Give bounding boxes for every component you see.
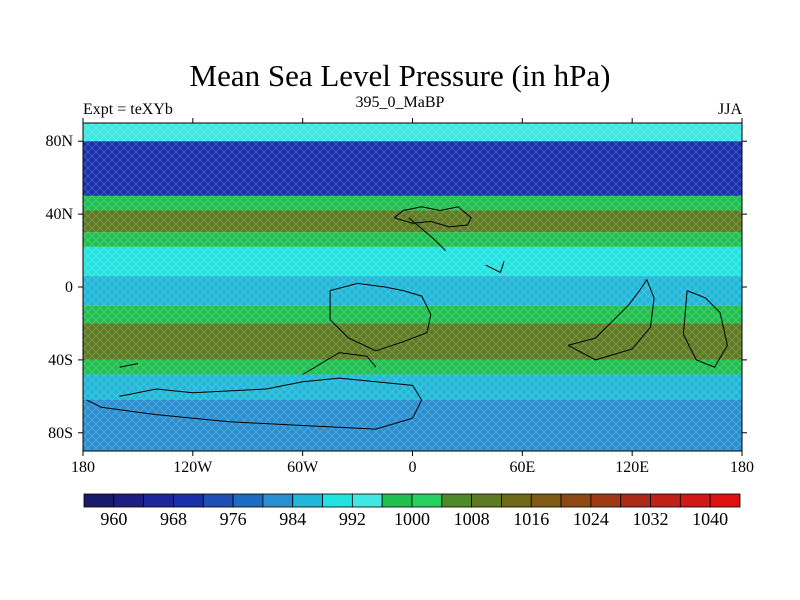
colorbar-swatch — [143, 493, 174, 508]
x-tick-label: 0 — [409, 459, 417, 476]
colorbar-swatch — [351, 493, 383, 508]
x-tick-label: 120E — [615, 459, 649, 476]
colorbar-swatch — [292, 493, 323, 508]
colorbar-swatch — [262, 493, 294, 508]
x-tick-label: 60W — [287, 459, 319, 476]
colorbar-label: 984 — [279, 509, 306, 529]
colorbar-swatch — [232, 493, 264, 508]
x-tick-label: 180 — [730, 459, 754, 476]
coastline — [86, 377, 423, 430]
colorbar-swatch — [650, 493, 681, 508]
coastline — [393, 206, 472, 228]
colorbar-swatch — [501, 493, 532, 508]
colorbar-swatch — [709, 493, 741, 508]
map-axes: 180 120W 60W 0 60E 120E 180 80N 40N 0 40S 80S — [45, 118, 754, 476]
y-tick-label: 80N — [45, 133, 73, 150]
colorbar-label: 992 — [339, 509, 366, 529]
colorbar-label: 1000 — [394, 509, 430, 529]
colorbar-swatch — [620, 493, 651, 508]
colorbar-label: 1008 — [454, 509, 490, 529]
colorbar-label: 1016 — [513, 509, 549, 529]
colorbar-swatch — [173, 493, 204, 508]
coastline — [329, 282, 432, 352]
y-tick-label: 40N — [45, 206, 73, 223]
colorbar-swatch — [411, 493, 443, 508]
x-tick-label: 60E — [509, 459, 535, 476]
colorbar-swatch — [202, 493, 234, 508]
coastline — [408, 217, 446, 251]
coastline — [302, 352, 377, 375]
x-tick-label: 180 — [71, 459, 95, 476]
colorbar-swatch — [679, 493, 711, 508]
period-label: 395_0_MaBP — [355, 94, 445, 111]
colorbar-swatch — [83, 493, 115, 508]
y-tick-label: 40S — [48, 352, 73, 369]
colorbar-label: 968 — [160, 509, 187, 529]
y-tick-label: 0 — [65, 279, 73, 296]
colorbar-swatch — [322, 493, 353, 508]
colorbar-swatch — [441, 493, 473, 508]
coastlines — [86, 206, 728, 430]
colorbar-swatch — [113, 493, 145, 508]
coastline — [682, 290, 728, 368]
x-tick-label: 120W — [173, 459, 213, 476]
colorbar-swatch — [560, 493, 592, 508]
map-title: Mean Sea Level Pressure (in hPa) — [189, 58, 611, 93]
colorbar-swatch — [471, 493, 502, 508]
colorbar-label: 1040 — [692, 509, 728, 529]
season-label: JJA — [717, 101, 742, 118]
coastline — [567, 278, 655, 361]
colorbar-label: 960 — [100, 509, 127, 529]
colorbar-label: 1032 — [633, 509, 669, 529]
coastline — [119, 363, 138, 368]
colorbar-label: 1024 — [573, 509, 609, 529]
colorbar-label: 976 — [220, 509, 247, 529]
hatch-overlay — [83, 123, 742, 451]
colorbar: 960 968 976 984 992 1000 1008 1016 1024 1032 1040 — [83, 493, 741, 529]
colorbar-swatch — [530, 493, 562, 508]
colorbar-swatch — [381, 493, 413, 508]
experiment-label: Expt = teXYb — [83, 101, 173, 118]
coastline — [485, 261, 505, 274]
y-tick-label: 80S — [48, 425, 73, 442]
colorbar-swatch — [590, 493, 622, 508]
